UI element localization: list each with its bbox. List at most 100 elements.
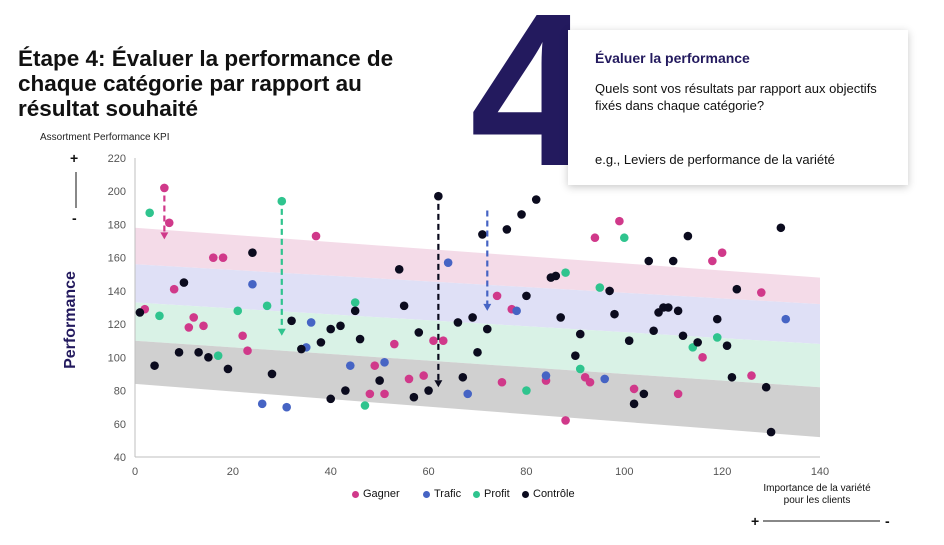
legend-item-trafic: Trafic [423,488,461,500]
data-point-gagner [404,374,414,384]
data-point-controle [326,324,336,334]
data-point-gagner [169,284,179,294]
data-point-controle [766,427,776,437]
data-point-controle [761,382,771,392]
y-tick-label: 100 [108,352,126,364]
legend-dot-gagner [352,490,359,498]
arrow-head [277,328,286,336]
legend-dot-trafic [423,490,430,498]
series-profit [145,196,722,410]
data-point-trafic [380,358,389,367]
x-sign-plus: + [751,513,760,529]
data-point-profit [595,283,605,292]
data-point-controle [223,364,233,374]
data-point-controle [316,338,326,347]
y-axis-title: Performance [62,271,79,369]
data-point-trafic [463,389,473,399]
data-point-controle [673,306,683,316]
data-point-trafic [443,258,453,267]
legend-label-trafic: Trafic [434,488,462,500]
info-question: Quels sont vos résultats par rapport aux… [595,81,877,113]
band-controle [135,340,820,438]
data-point-controle [326,394,336,404]
series-gagner [140,183,766,425]
x-tick-label: 140 [811,466,829,478]
y-tick-label: 140 [108,286,126,298]
data-point-controle [644,256,654,266]
data-point-profit [145,208,154,218]
points-layer [135,183,791,437]
data-point-gagner [184,323,194,332]
axes-layer: 40 60 80 100 120 140 160 180 200 220 0 20 40 60 80 100 1… [75,153,880,522]
data-point-controle [502,225,512,234]
data-point-controle [150,361,159,370]
data-point-controle [194,348,203,357]
data-point-controle [712,314,722,324]
arrow-trafic [483,210,492,311]
data-point-controle [350,306,360,316]
data-point-controle [639,389,649,399]
data-point-trafic [781,314,791,324]
data-point-gagner [717,248,727,257]
data-point-gagner [438,336,448,346]
arrow-controle [434,203,443,388]
data-point-gagner [708,256,717,266]
data-point-gagner [492,291,502,301]
arrow-head [160,232,169,240]
data-point-controle [355,334,365,344]
data-point-profit [522,386,531,395]
data-point-controle [341,386,350,395]
data-point-controle [394,264,404,274]
data-point-controle [287,316,296,326]
data-point-controle [174,348,184,357]
data-point-gagner [497,377,507,387]
data-point-controle [453,318,463,327]
y-sign-minus: - [72,210,77,226]
data-point-gagner [243,346,252,355]
data-point-profit [350,298,360,307]
band-trafic [135,264,820,345]
x-sign-minus: - [885,513,890,529]
data-point-gagner [208,253,218,262]
data-point-gagner [311,231,321,241]
data-point-controle [629,399,639,409]
x-tick-label: 80 [520,466,532,478]
data-point-trafic [541,371,551,380]
x-tick-label: 100 [615,466,633,478]
data-point-gagner [756,288,766,297]
arrow-profit [277,208,286,336]
data-point-controle [551,271,561,281]
data-point-trafic [248,279,257,289]
legend-item-profit: Profit [473,488,510,500]
data-point-controle [424,386,433,395]
x-tick-label: 60 [422,466,434,478]
y-tick-label: 40 [114,452,126,464]
info-heading: Évaluer la performance [595,50,750,66]
data-point-profit [712,333,722,342]
data-point-profit [155,311,164,321]
data-point-gagner [698,353,707,362]
data-point-gagner [365,389,375,399]
y-tick-label: 160 [108,253,126,265]
data-point-gagner [370,361,380,370]
data-point-controle [179,278,189,287]
data-point-controle [683,231,693,241]
data-point-controle [693,338,702,347]
data-point-controle [409,392,419,402]
data-point-controle [732,284,742,294]
data-point-trafic [257,399,267,409]
arrow-head [483,303,492,311]
data-point-gagner [629,384,639,394]
data-point-trafic [345,361,355,370]
data-point-controle [575,329,585,339]
y-tick-label: 220 [108,153,126,165]
data-point-controle [375,376,384,385]
data-point-controle [248,248,257,257]
data-point-controle [624,336,634,346]
data-point-gagner [189,313,199,322]
x-axis-title: Importance de la variété pour les client… [763,483,871,506]
info-box: Évaluer la performance Quels sont vos ré… [568,30,908,185]
data-point-trafic [600,374,610,384]
arrows-layer [160,195,492,388]
band-gagner [135,227,820,305]
